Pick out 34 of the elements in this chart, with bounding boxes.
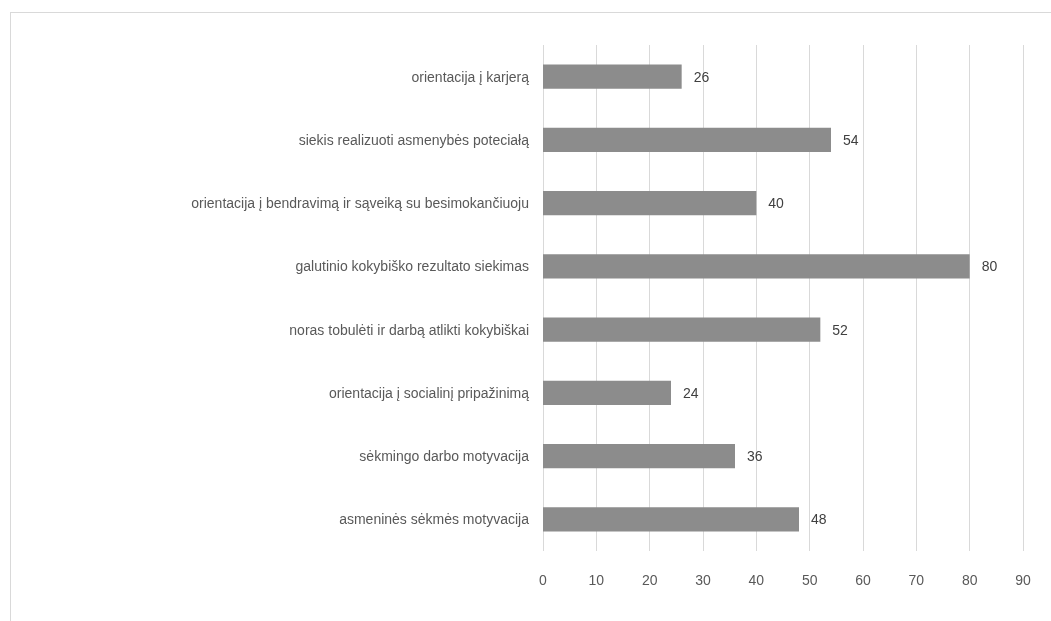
- bar: [543, 507, 799, 532]
- y-tick-label: orientacija į karjerą: [411, 68, 530, 85]
- bar: [543, 191, 757, 216]
- data-label: 36: [747, 448, 763, 465]
- data-label: 24: [683, 384, 699, 401]
- data-label: 26: [693, 68, 710, 85]
- y-tick-label: orientacija į bendravimą ir sąveiką su besimokančiuoju: [191, 195, 529, 212]
- x-tick-label: 60: [855, 572, 871, 588]
- bar: [543, 317, 821, 342]
- y-tick-label: siekis realizuoti asmenybės poteciałą: [298, 131, 530, 148]
- x-tick-label: 40: [748, 572, 765, 588]
- data-label: 54: [843, 131, 859, 148]
- data-label: 40: [768, 195, 785, 212]
- x-tick-label: 30: [695, 572, 711, 588]
- bar: [543, 64, 682, 89]
- bar: [543, 127, 831, 152]
- y-tick-label: noras tobulėti ir darbą atlikti kokybiškai: [289, 321, 529, 338]
- data-label: 48: [811, 511, 827, 528]
- data-label: 80: [981, 258, 998, 275]
- y-tick-label: sėkmingo darbo motyvacija: [359, 448, 530, 465]
- y-tick-label: asmeninės sėkmės motyvacija: [339, 511, 530, 528]
- x-tick-label: 70: [908, 572, 925, 588]
- y-tick-label: orientacija į socialinį pripažinimą: [329, 384, 530, 401]
- x-tick-label: 20: [641, 572, 658, 588]
- x-tick-label: 80: [961, 572, 978, 588]
- y-tick-label: galutinio kokybiško rezultato siekimas: [295, 258, 529, 275]
- x-tick-label: 0: [539, 572, 548, 588]
- data-label: 52: [832, 321, 849, 338]
- x-tick-label: 50: [801, 572, 818, 588]
- x-tick-label: 90: [1015, 572, 1031, 588]
- bar: [543, 444, 735, 469]
- bar: [543, 254, 970, 279]
- bar: [543, 380, 671, 405]
- x-tick-label: 10: [588, 572, 605, 588]
